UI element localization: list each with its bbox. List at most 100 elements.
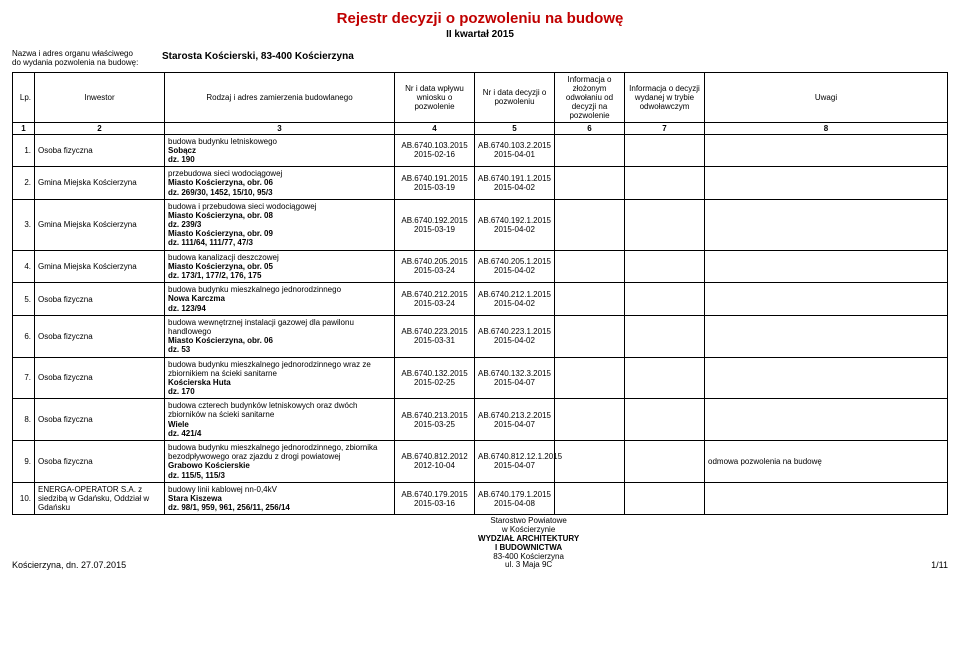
org-label: Nazwa i adres organu właściwego do wydan…	[12, 50, 162, 68]
cell-lp: 10.	[13, 482, 35, 515]
footer-org-l3: WYDZIAŁ ARCHITEKTURY	[478, 534, 579, 543]
col-investor: Inwestor	[35, 72, 165, 122]
cell-appeal-decision	[625, 167, 705, 200]
cell-investor: Osoba fizyczna	[35, 441, 165, 483]
cell-lp: 5.	[13, 283, 35, 316]
footer-org-l2: w Kościerzynie	[502, 525, 555, 534]
cell-request: AB.6740.812.20122012-10-04	[395, 441, 475, 483]
cell-notes	[705, 167, 948, 200]
cell-appeal	[555, 134, 625, 167]
cell-appeal-decision	[625, 283, 705, 316]
col-appeal: Informacja o złożonym odwołaniu od decyz…	[555, 72, 625, 122]
cell-appeal	[555, 315, 625, 357]
cell-appeal-decision	[625, 250, 705, 283]
cell-investor: Gmina Miejska Kościerzyna	[35, 199, 165, 250]
footer-org-l4: I BUDOWNICTWA	[495, 543, 562, 552]
cell-notes: odmowa pozwolenia na budowę	[705, 441, 948, 483]
cell-scope: budowa i przebudowa sieci wodociągowejMi…	[165, 199, 395, 250]
cell-scope: budowa czterech budynków letniskowych or…	[165, 399, 395, 441]
org-label-line1: Nazwa i adres organu właściwego	[12, 49, 133, 58]
numcol-8: 8	[705, 122, 948, 134]
numcol-2: 2	[35, 122, 165, 134]
cell-lp: 2.	[13, 167, 35, 200]
cell-decision: AB.6740.213.2.20152015-04-07	[475, 399, 555, 441]
cell-scope: budowy linii kablowej nn-0,4kVStara Kisz…	[165, 482, 395, 515]
cell-lp: 1.	[13, 134, 35, 167]
cell-scope: budowa kanalizacji deszczowejMiasto Kośc…	[165, 250, 395, 283]
footer-pagination: 1/11	[931, 560, 948, 570]
cell-notes	[705, 199, 948, 250]
cell-notes	[705, 482, 948, 515]
cell-decision: AB.6740.205.1.20152015-04-02	[475, 250, 555, 283]
cell-request: AB.6740.191.20152015-03-19	[395, 167, 475, 200]
col-request: Nr i data wpływu wniosku o pozwolenie	[395, 72, 475, 122]
footer-org-l5: 83-400 Kościerzyna	[493, 552, 564, 561]
cell-appeal-decision	[625, 482, 705, 515]
org-value: Starosta Kościerski, 83-400 Kościerzyna	[162, 50, 354, 62]
col-scope: Rodzaj i adres zamierzenia budowlanego	[165, 72, 395, 122]
table-row: 6.Osoba fizycznabudowa wewnętrznej insta…	[13, 315, 948, 357]
cell-decision: AB.6740.179.1.20152015-04-08	[475, 482, 555, 515]
cell-appeal-decision	[625, 441, 705, 483]
cell-decision: AB.6740.103.2.20152015-04-01	[475, 134, 555, 167]
cell-notes	[705, 357, 948, 399]
cell-appeal-decision	[625, 357, 705, 399]
cell-investor: Osoba fizyczna	[35, 315, 165, 357]
numcol-1: 1	[13, 122, 35, 134]
cell-investor: Osoba fizyczna	[35, 357, 165, 399]
col-decision: Nr i data decyzji o pozwoleniu	[475, 72, 555, 122]
cell-scope: budowa budynku mieszkalnego jednorodzinn…	[165, 357, 395, 399]
cell-notes	[705, 283, 948, 316]
cell-decision: AB.6740.223.1.20152015-04-02	[475, 315, 555, 357]
cell-scope: przebudowa sieci wodociągowejMiasto Kośc…	[165, 167, 395, 200]
org-label-line2: do wydania pozwolenia na budowę:	[12, 58, 138, 67]
permits-table: Lp. Inwestor Rodzaj i adres zamierzenia …	[12, 72, 948, 516]
footer-date: Kościerzyna, dn. 27.07.2015	[12, 560, 126, 570]
page-footer: Kościerzyna, dn. 27.07.2015 Starostwo Po…	[12, 517, 948, 570]
cell-appeal	[555, 399, 625, 441]
cell-request: AB.6740.205.20152015-03-24	[395, 250, 475, 283]
table-row: 7.Osoba fizycznabudowa budynku mieszkaln…	[13, 357, 948, 399]
cell-scope: budowa wewnętrznej instalacji gazowej dl…	[165, 315, 395, 357]
table-row: 10.ENERGA-OPERATOR S.A. z siedzibą w Gda…	[13, 482, 948, 515]
cell-investor: Gmina Miejska Kościerzyna	[35, 250, 165, 283]
numcol-7: 7	[625, 122, 705, 134]
cell-lp: 6.	[13, 315, 35, 357]
cell-appeal	[555, 199, 625, 250]
cell-appeal	[555, 441, 625, 483]
cell-investor: Osoba fizyczna	[35, 283, 165, 316]
table-row: 4.Gmina Miejska Kościerzynabudowa kanali…	[13, 250, 948, 283]
footer-org: Starostwo Powiatowe w Kościerzynie WYDZI…	[126, 517, 931, 570]
cell-lp: 9.	[13, 441, 35, 483]
table-header-row: Lp. Inwestor Rodzaj i adres zamierzenia …	[13, 72, 948, 122]
cell-appeal-decision	[625, 199, 705, 250]
cell-scope: budowa budynku mieszkalnego jednorodzinn…	[165, 283, 395, 316]
org-header: Nazwa i adres organu właściwego do wydan…	[12, 50, 948, 68]
cell-notes	[705, 315, 948, 357]
cell-appeal	[555, 167, 625, 200]
cell-scope: budowa budynku mieszkalnego jednorodzinn…	[165, 441, 395, 483]
table-row: 8.Osoba fizycznabudowa czterech budynków…	[13, 399, 948, 441]
cell-request: AB.6740.192.20152015-03-19	[395, 199, 475, 250]
col-lp: Lp.	[13, 72, 35, 122]
cell-request: AB.6740.103.20152015-02-16	[395, 134, 475, 167]
table-row: 2.Gmina Miejska Kościerzynaprzebudowa si…	[13, 167, 948, 200]
cell-investor: ENERGA-OPERATOR S.A. z siedzibą w Gdańsk…	[35, 482, 165, 515]
footer-org-l1: Starostwo Powiatowe	[490, 516, 566, 525]
cell-request: AB.6740.179.20152015-03-16	[395, 482, 475, 515]
cell-request: AB.6740.213.20152015-03-25	[395, 399, 475, 441]
table-row: 5.Osoba fizycznabudowa budynku mieszkaln…	[13, 283, 948, 316]
numcol-5: 5	[475, 122, 555, 134]
table-row: 9.Osoba fizycznabudowa budynku mieszkaln…	[13, 441, 948, 483]
cell-decision: AB.6740.191.1.20152015-04-02	[475, 167, 555, 200]
cell-appeal-decision	[625, 315, 705, 357]
cell-lp: 4.	[13, 250, 35, 283]
cell-appeal-decision	[625, 134, 705, 167]
footer-org-l6: ul. 3 Maja 9C	[505, 560, 552, 569]
table-row: 1.Osoba fizycznabudowa budynku letniskow…	[13, 134, 948, 167]
cell-lp: 3.	[13, 199, 35, 250]
cell-notes	[705, 134, 948, 167]
cell-appeal	[555, 250, 625, 283]
cell-appeal	[555, 283, 625, 316]
cell-decision: AB.6740.812.12.1.20152015-04-07	[475, 441, 555, 483]
